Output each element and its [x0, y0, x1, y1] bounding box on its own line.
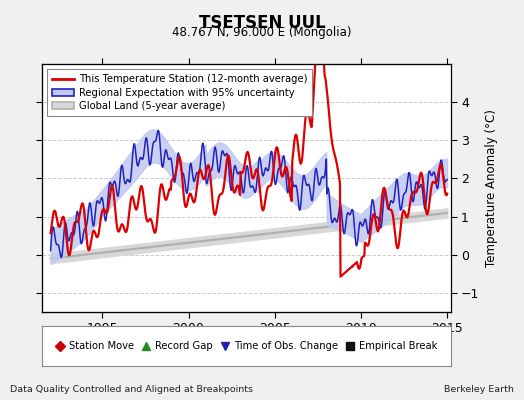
- Text: Data Quality Controlled and Aligned at Breakpoints: Data Quality Controlled and Aligned at B…: [10, 385, 254, 394]
- Y-axis label: Temperature Anomaly (°C): Temperature Anomaly (°C): [485, 109, 498, 267]
- Text: 48.767 N, 96.000 E (Mongolia): 48.767 N, 96.000 E (Mongolia): [172, 26, 352, 39]
- Legend: This Temperature Station (12-month average), Regional Expectation with 95% uncer: This Temperature Station (12-month avera…: [47, 69, 312, 116]
- Legend: Station Move, Record Gap, Time of Obs. Change, Empirical Break: Station Move, Record Gap, Time of Obs. C…: [52, 338, 440, 354]
- Text: Berkeley Earth: Berkeley Earth: [444, 385, 514, 394]
- Text: TSETSEN UUL: TSETSEN UUL: [199, 14, 325, 32]
